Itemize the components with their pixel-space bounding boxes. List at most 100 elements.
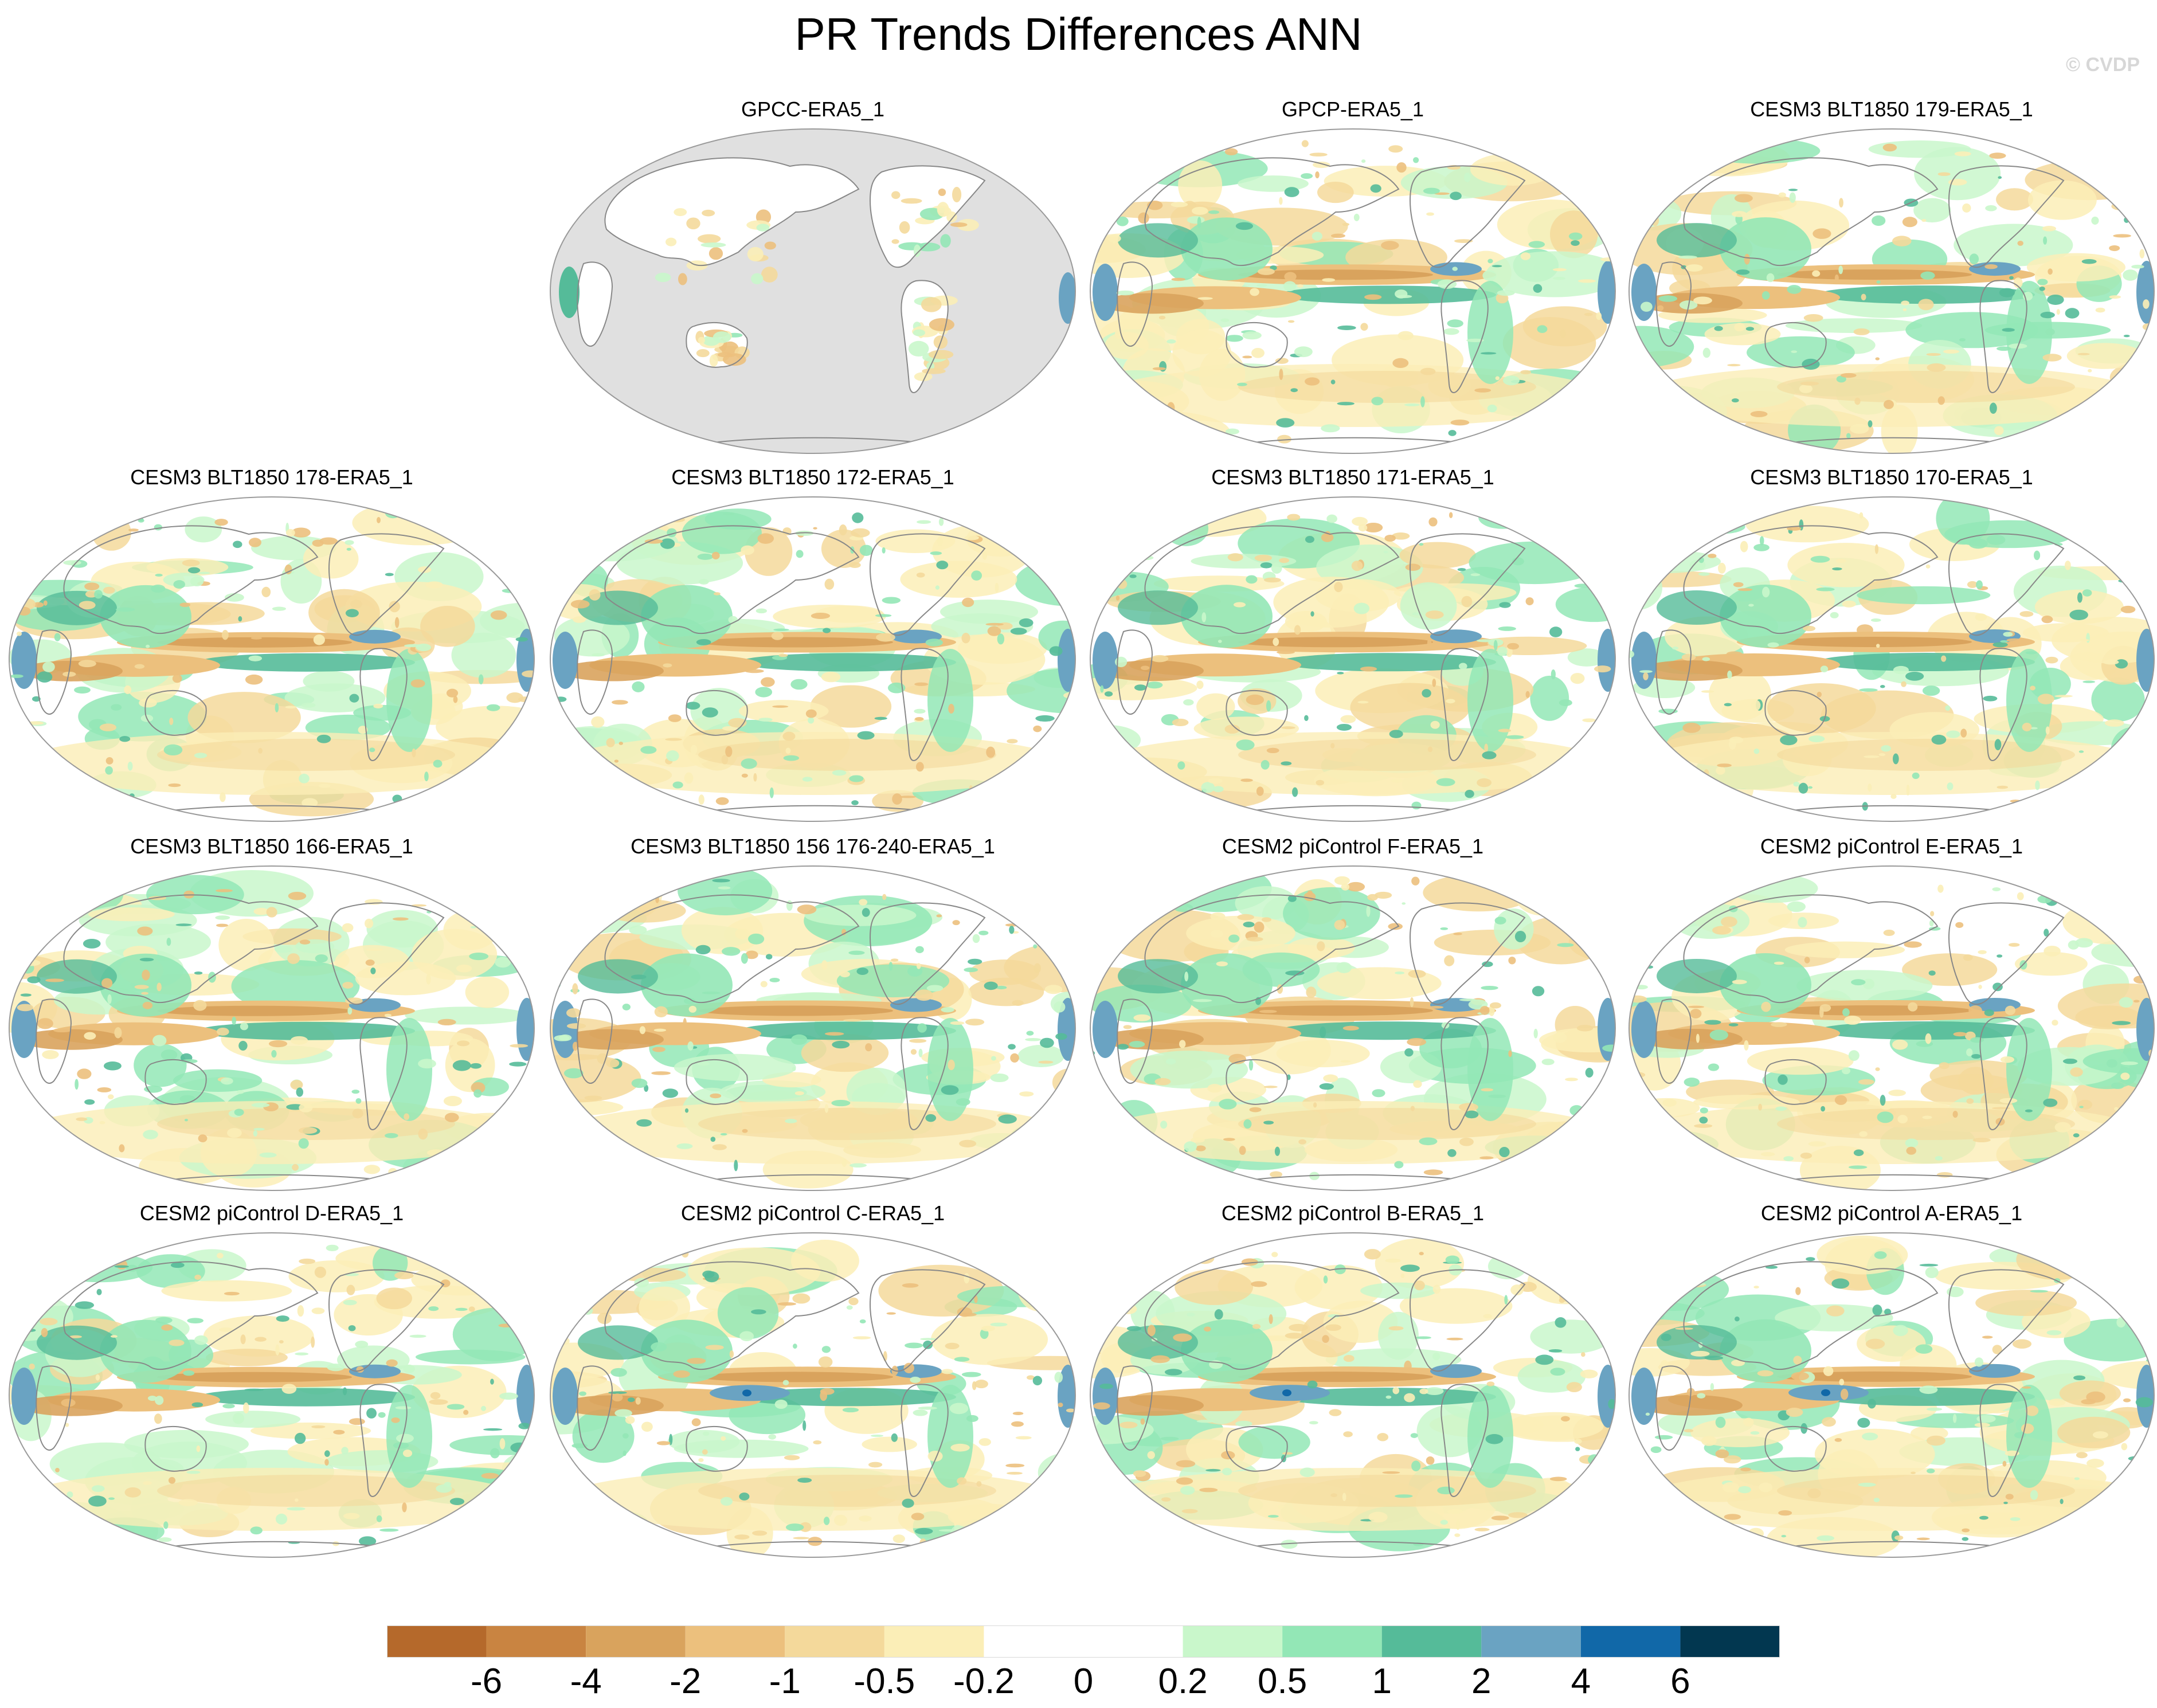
coastline (1979, 280, 2027, 393)
map-border (9, 865, 535, 1191)
panel-title: CESM2 piControl B-ERA5_1 (1221, 1201, 1485, 1225)
coastline (156, 805, 398, 813)
panel-title: CESM2 piControl E-ERA5_1 (1760, 835, 2023, 858)
coastline (869, 165, 986, 268)
panel-title: CESM3 BLT1850 171-ERA5_1 (1211, 465, 1494, 489)
coastline (1226, 322, 1288, 368)
coastline (698, 437, 939, 445)
map-border (1090, 1232, 1616, 1558)
coastline (1764, 1426, 1827, 1472)
colorbar-tick-label: -1 (769, 1662, 801, 1701)
coastline (1979, 1384, 2027, 1497)
map-panel: CESM3 BLT1850 178-ERA5_1 (8, 465, 535, 832)
coastline (2128, 930, 2151, 962)
coastline (901, 1384, 949, 1497)
coastline (901, 648, 949, 761)
map-border (1628, 1232, 2155, 1558)
colorbar-tick-label: 2 (1471, 1662, 1491, 1701)
coastline (1117, 1365, 1153, 1451)
coastline (36, 1365, 72, 1451)
colorbar-tick-label: -2 (670, 1662, 702, 1701)
coastline (604, 1261, 860, 1370)
colorbar-swatch (984, 1625, 1083, 1658)
coastline (359, 648, 408, 761)
coastline (144, 1426, 207, 1472)
colorbar-swatch (586, 1625, 686, 1658)
colorbar-tick-label: 0.2 (1158, 1662, 1208, 1701)
panel-title: CESM2 piControl D-ERA5_1 (139, 1201, 404, 1225)
coastline (1948, 533, 2065, 636)
map-border (1628, 865, 2155, 1191)
coastline (901, 1017, 949, 1130)
coastline (869, 533, 986, 636)
coastline (1683, 525, 1939, 634)
coastline (1440, 1384, 1489, 1497)
panel-title: CESM2 piControl A-ERA5_1 (1760, 1201, 2023, 1225)
coastline (1764, 690, 1827, 736)
map-border (9, 496, 535, 822)
coastline (1764, 322, 1827, 368)
credit-watermark: © CVDP (2066, 54, 2140, 76)
land-mass (577, 262, 612, 346)
coastline (869, 1269, 986, 1372)
coastline (698, 1174, 939, 1182)
coastline (63, 894, 319, 1004)
coastline (1144, 1261, 1400, 1370)
coastline (1776, 437, 2018, 445)
world-map (9, 865, 535, 1191)
coastline (577, 1365, 613, 1451)
colorbar-swatch (1282, 1625, 1382, 1658)
world-map (550, 496, 1076, 822)
colorbar-tick-label: 0.5 (1258, 1662, 1307, 1701)
coastline (2128, 193, 2151, 225)
coastline (1144, 894, 1400, 1004)
coastline (1655, 998, 1692, 1084)
coastline (2128, 1297, 2151, 1329)
world-map (1628, 1232, 2155, 1558)
coastline (328, 1269, 445, 1372)
map-panel: CESM3 BLT1850 172-ERA5_1 (549, 465, 1076, 832)
coastline (1948, 902, 2065, 1005)
world-map (1628, 128, 2155, 454)
world-map (9, 496, 535, 822)
map-border (1090, 496, 1616, 822)
coastline (698, 1541, 939, 1549)
coastline (359, 1017, 408, 1130)
colorbar-swatch (387, 1625, 487, 1658)
coastline (604, 157, 860, 267)
colorbar-tick-label: 4 (1571, 1662, 1591, 1701)
map-border (550, 496, 1076, 822)
panel-title: CESM3 BLT1850 156 176-240-ERA5_1 (631, 835, 995, 858)
world-map (1090, 496, 1616, 822)
coastline (508, 561, 531, 593)
panel-title: CESM2 piControl C-ERA5_1 (680, 1201, 945, 1225)
coastline (328, 902, 445, 1005)
coastline (1655, 261, 1692, 347)
coastline (1117, 629, 1153, 715)
coastline (1238, 805, 1479, 813)
colorbar-swatch (1481, 1625, 1581, 1658)
map-border (1090, 128, 1616, 454)
colorbar-tick-label: 6 (1670, 1662, 1690, 1701)
world-map (9, 1232, 535, 1558)
colorbar-tick-label: -0.2 (953, 1662, 1015, 1701)
coastline (1049, 193, 1072, 225)
coastline (1979, 1017, 2027, 1130)
coastline (1144, 157, 1400, 267)
world-map (1628, 496, 2155, 822)
map-border (550, 128, 1076, 454)
coastline (869, 902, 986, 1005)
coastline (686, 1059, 748, 1105)
map-panel: CESM3 BLT1850 156 176-240-ERA5_1 (549, 835, 1076, 1201)
coastline (1655, 1365, 1692, 1451)
coastline (1440, 648, 1489, 761)
coastline (1440, 1017, 1489, 1130)
colorbar-tick-label: 0 (1073, 1662, 1094, 1701)
coastline (156, 1541, 398, 1549)
world-map (1090, 865, 1616, 1191)
coastline (144, 1059, 207, 1105)
coastline (1655, 629, 1692, 715)
land-mass (1050, 194, 1072, 225)
map-border (550, 865, 1076, 1191)
coastline (901, 280, 949, 393)
